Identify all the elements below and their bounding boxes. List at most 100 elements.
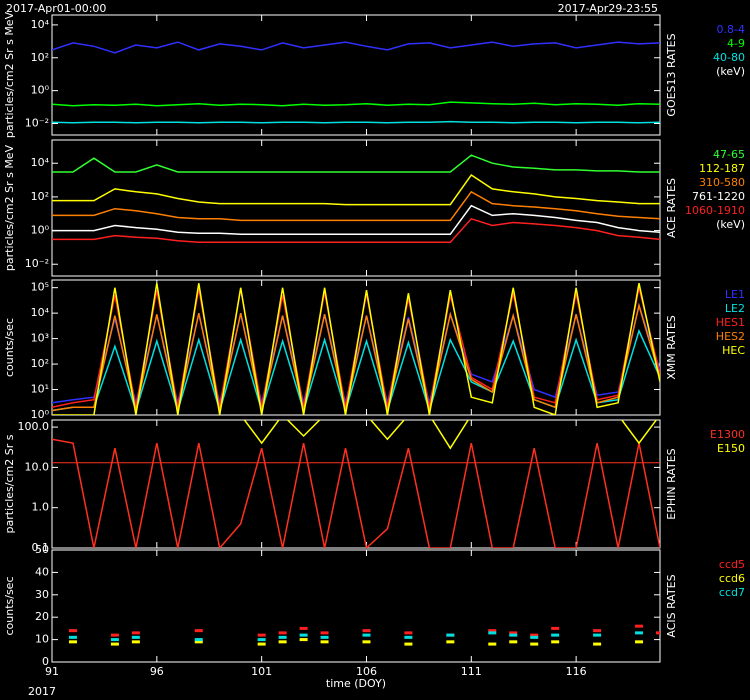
- plot-area: [52, 283, 660, 415]
- data-point: [110, 642, 119, 646]
- data-point: [362, 629, 371, 633]
- data-point: [509, 633, 518, 637]
- data-point: [635, 631, 644, 635]
- data-point: [110, 638, 119, 642]
- data-point: [488, 631, 497, 635]
- plot-area: [68, 624, 660, 646]
- x-tick-label: 106: [356, 665, 377, 678]
- data-point: [257, 633, 266, 637]
- data-point: [110, 633, 119, 637]
- data-point: [593, 633, 602, 637]
- y-tick-label: 10⁴: [31, 306, 50, 319]
- data-point: [488, 629, 497, 633]
- data-point: [404, 635, 413, 639]
- data-point: [551, 640, 560, 644]
- x-tick-label: 116: [566, 665, 587, 678]
- year-label: 2017: [28, 685, 56, 698]
- legend-entry: 310-580: [699, 176, 745, 189]
- y-tick-label: 10⁴: [31, 18, 50, 31]
- data-point: [530, 633, 539, 637]
- y-tick-label: 50: [35, 543, 49, 556]
- data-point: [278, 631, 287, 635]
- data-point: [68, 629, 77, 633]
- x-axis-label: time (DOY): [326, 677, 386, 690]
- data-point: [656, 631, 660, 635]
- series-line: [52, 41, 660, 54]
- panel-title: ACIS RATES: [665, 574, 678, 637]
- data-point: [68, 635, 77, 639]
- data-point: [404, 642, 413, 646]
- data-point: [299, 633, 308, 637]
- y-tick-label: 40: [35, 565, 49, 578]
- panel-frame: [51, 279, 661, 416]
- data-point: [320, 635, 329, 639]
- x-tick-label: 91: [45, 665, 59, 678]
- legend-entry: ccd5: [719, 558, 745, 571]
- end-time: 2017-Apr29-23:55: [558, 2, 658, 15]
- series-line: [52, 217, 660, 244]
- legend-entry: ccd6: [719, 572, 745, 585]
- plot-area: [52, 41, 660, 124]
- y-tick-label: 0: [42, 655, 49, 668]
- legend-entry: HES1: [716, 316, 745, 329]
- data-point: [194, 640, 203, 644]
- series-line: [52, 438, 660, 548]
- data-point: [509, 631, 518, 635]
- series-line: [52, 101, 660, 107]
- legend-unit: (keV): [716, 218, 745, 231]
- legend-entry: 4-9: [727, 37, 745, 50]
- legend-entry: E150: [717, 442, 745, 455]
- legend-entry: 0.8-4: [717, 23, 745, 36]
- data-point: [68, 640, 77, 644]
- y-axis-label: counts/sec: [3, 576, 16, 635]
- y-axis-label: particles/cm2 Sr s MeV: [3, 144, 16, 271]
- y-tick-label: 10⁵: [31, 281, 49, 294]
- y-tick-label: 100.0: [18, 420, 50, 433]
- data-point: [488, 642, 497, 646]
- data-point: [299, 626, 308, 630]
- legend-entry: LE1: [725, 288, 745, 301]
- legend-entry: LE2: [725, 302, 745, 315]
- y-tick-label: 10.0: [25, 460, 50, 473]
- legend-entry: 1060-1910: [685, 204, 745, 217]
- data-point: [194, 629, 203, 633]
- panel-frame: [51, 419, 661, 549]
- series-line: [52, 190, 660, 222]
- data-point: [257, 638, 266, 642]
- panel-frame: [51, 14, 661, 136]
- panel-title: GOES13 RATES: [665, 33, 678, 116]
- panel-title: XMM RATES: [665, 315, 678, 380]
- data-point: [278, 635, 287, 639]
- data-point: [194, 638, 203, 642]
- y-tick-label: 10³: [31, 332, 49, 345]
- data-point: [509, 640, 518, 644]
- series-line: [52, 120, 660, 124]
- x-tick-label: 96: [150, 665, 164, 678]
- plot-area: [52, 154, 660, 244]
- panel-title: EPHIN RATES: [665, 448, 678, 519]
- data-point: [446, 633, 455, 637]
- y-tick-label: 10²: [31, 357, 49, 370]
- y-tick-label: 20: [35, 610, 49, 623]
- data-point: [131, 635, 140, 639]
- data-point: [530, 642, 539, 646]
- legend-unit: (keV): [716, 65, 745, 78]
- data-point: [257, 642, 266, 646]
- y-axis-label: particles/cm2 Sr s: [3, 434, 16, 533]
- legend-entry: 761-1220: [692, 190, 745, 203]
- y-tick-label: 0.1: [32, 541, 50, 554]
- data-point: [320, 631, 329, 635]
- y-tick-label: 10²: [31, 190, 49, 203]
- y-tick-label: 10⁰: [31, 408, 50, 421]
- data-point: [593, 629, 602, 633]
- y-tick-label: 1.0: [32, 501, 50, 514]
- data-point: [299, 638, 308, 642]
- data-point: [551, 633, 560, 637]
- data-point: [530, 635, 539, 639]
- y-tick-label: 10⁰: [31, 224, 50, 237]
- data-point: [404, 631, 413, 635]
- x-tick-label: 101: [251, 665, 272, 678]
- y-tick-label: 10: [35, 633, 49, 646]
- plot-area: [52, 420, 660, 548]
